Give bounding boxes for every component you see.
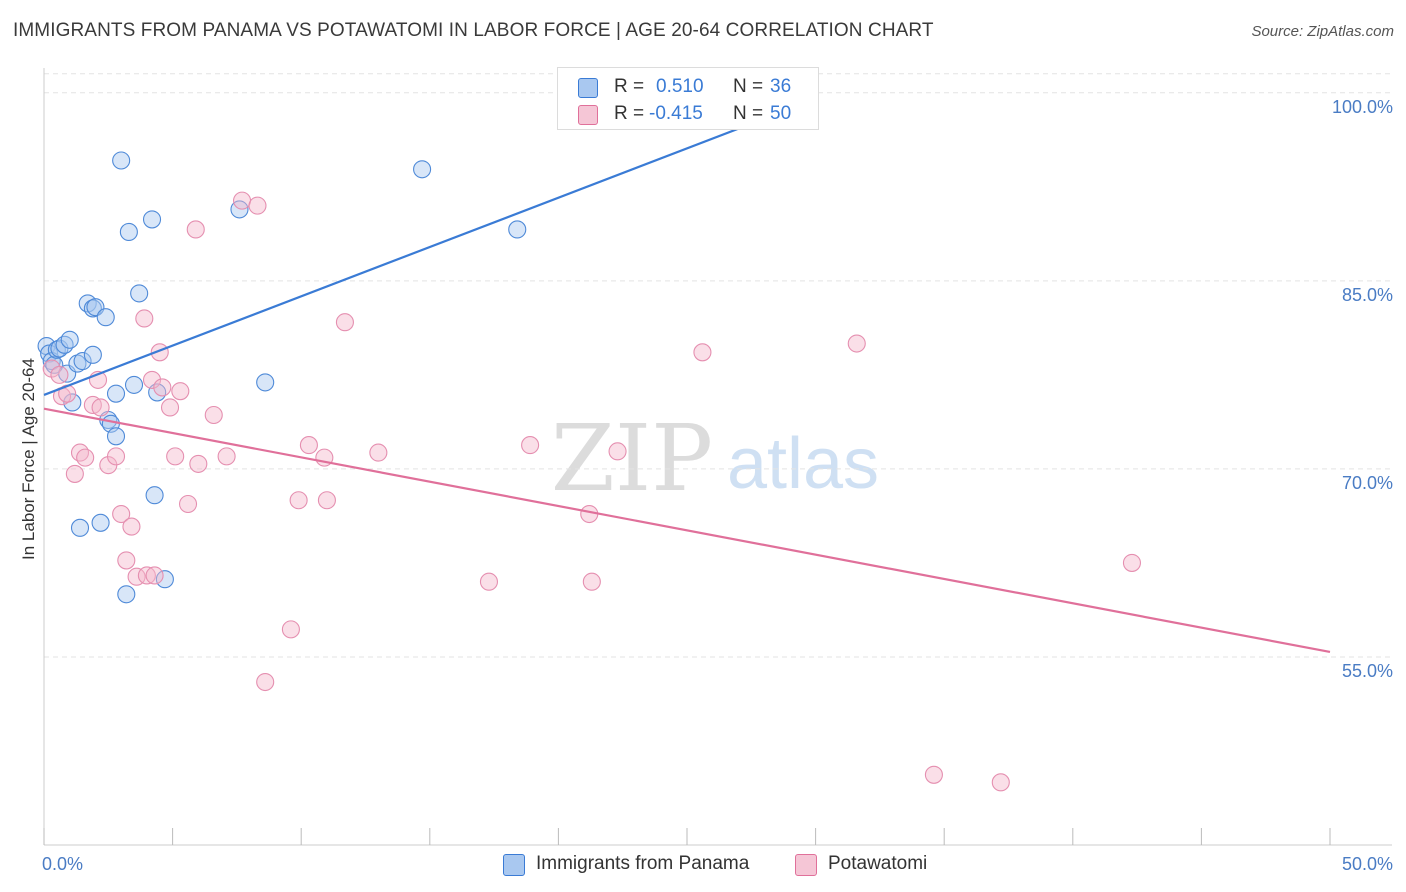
point-potawatomi xyxy=(142,370,162,389)
watermark: ZIP atlas xyxy=(551,405,879,512)
legend-n-value: 36 xyxy=(770,76,792,97)
legend-row-panama: R = 0.510 N = 36 xyxy=(558,76,818,100)
point-potawatomi xyxy=(369,443,388,462)
trend-lines xyxy=(43,98,1331,654)
point-panama xyxy=(70,518,90,537)
point-panama xyxy=(63,393,82,412)
legend-r-label: R = xyxy=(614,76,645,97)
x-tick-label: 0.0% xyxy=(42,854,83,874)
point-potawatomi xyxy=(153,378,172,397)
point-potawatomi xyxy=(924,765,943,784)
grid xyxy=(44,73,1392,658)
point-potawatomi xyxy=(135,309,154,328)
point-potawatomi xyxy=(178,494,198,514)
point-potawatomi xyxy=(171,382,190,401)
point-potawatomi xyxy=(693,343,712,362)
axes xyxy=(43,68,1392,846)
bottom-legend-swatch-blue xyxy=(503,854,525,876)
bottom-legend-label: Potawatomi xyxy=(828,853,928,874)
point-potawatomi xyxy=(160,398,180,417)
point-potawatomi xyxy=(76,448,95,467)
legend-row-potawatomi: R = -0.415 N = 50 xyxy=(558,103,818,127)
trend-line-panama xyxy=(43,98,816,396)
chart-title: IMMIGRANTS FROM PANAMA VS POTAWATOMI IN … xyxy=(13,20,934,41)
point-potawatomi xyxy=(112,504,131,524)
point-potawatomi xyxy=(1122,553,1142,572)
point-potawatomi xyxy=(145,566,164,585)
point-panama xyxy=(96,308,115,327)
point-potawatomi xyxy=(582,572,601,591)
point-potawatomi xyxy=(847,334,866,353)
point-potawatomi xyxy=(186,220,205,239)
point-panama xyxy=(145,486,164,505)
point-panama xyxy=(155,570,174,589)
point-potawatomi xyxy=(991,773,1010,792)
point-panama xyxy=(124,375,144,394)
bottom-legend-label: Immigrants from Panama xyxy=(536,853,750,874)
point-potawatomi xyxy=(317,491,336,510)
point-panama xyxy=(55,335,74,354)
point-potawatomi xyxy=(248,196,267,215)
legend-swatch-pink xyxy=(578,105,598,125)
point-panama xyxy=(83,345,102,364)
point-panama xyxy=(130,284,149,303)
point-potawatomi xyxy=(256,672,275,692)
point-potawatomi xyxy=(608,442,627,461)
bottom-legend-swatch-pink xyxy=(795,854,817,876)
point-panama xyxy=(68,354,87,373)
point-potawatomi xyxy=(335,313,354,332)
point-panama xyxy=(91,513,110,532)
x-tick-label: 50.0% xyxy=(1342,854,1393,874)
point-potawatomi xyxy=(65,464,84,483)
point-potawatomi xyxy=(232,191,252,210)
point-panama xyxy=(142,210,162,229)
watermark-atlas: atlas xyxy=(727,424,879,504)
legend-r-value: -0.415 xyxy=(649,103,703,124)
point-panama xyxy=(73,352,92,371)
axis-labels: 55.0% 70.0% 85.0% 100.0% 0.0% 50.0% In Labor F… xyxy=(19,97,1393,874)
chart-source: Source: ZipAtlas.com xyxy=(1251,23,1394,40)
point-potawatomi xyxy=(521,436,540,455)
point-potawatomi xyxy=(106,447,126,466)
point-panama xyxy=(106,384,126,403)
y-tick-label: 100.0% xyxy=(1332,97,1393,117)
y-axis-label: In Labor Force | Age 20-64 xyxy=(19,358,38,560)
point-potawatomi xyxy=(137,566,156,585)
watermark-zip: ZIP xyxy=(551,405,713,512)
point-potawatomi xyxy=(117,551,136,570)
y-tick-label: 55.0% xyxy=(1342,661,1393,681)
point-panama xyxy=(60,330,79,349)
point-panama xyxy=(106,427,126,446)
point-potawatomi xyxy=(281,620,300,639)
point-panama xyxy=(413,160,432,179)
point-potawatomi xyxy=(479,572,499,591)
point-potawatomi xyxy=(50,365,69,384)
legend-r-label: R = xyxy=(614,103,645,124)
point-potawatomi xyxy=(122,517,141,536)
y-tick-label: 70.0% xyxy=(1342,473,1393,493)
point-potawatomi xyxy=(217,447,236,466)
correlation-legend: R = 0.510 N = 36 R = -0.415 N = 50 xyxy=(557,67,819,130)
scatter-points xyxy=(37,151,1142,792)
legend-n-label: N = xyxy=(733,76,764,97)
y-tick-label: 85.0% xyxy=(1342,285,1393,305)
point-potawatomi xyxy=(204,405,223,425)
legend-r-value: 0.510 xyxy=(656,76,704,97)
point-panama xyxy=(117,585,136,604)
trend-line-potawatomi xyxy=(43,407,1331,654)
point-potawatomi xyxy=(91,398,110,417)
point-potawatomi xyxy=(299,436,318,455)
point-panama xyxy=(256,373,275,392)
point-panama xyxy=(508,220,527,239)
point-potawatomi xyxy=(189,454,208,473)
legend-swatch-blue xyxy=(578,78,598,98)
legend-n-value: 50 xyxy=(770,103,792,124)
legend-n-label: N = xyxy=(733,103,764,124)
point-panama xyxy=(112,151,131,170)
point-panama xyxy=(119,222,138,242)
point-potawatomi xyxy=(289,491,308,510)
point-potawatomi xyxy=(70,443,90,462)
point-potawatomi xyxy=(166,447,185,466)
